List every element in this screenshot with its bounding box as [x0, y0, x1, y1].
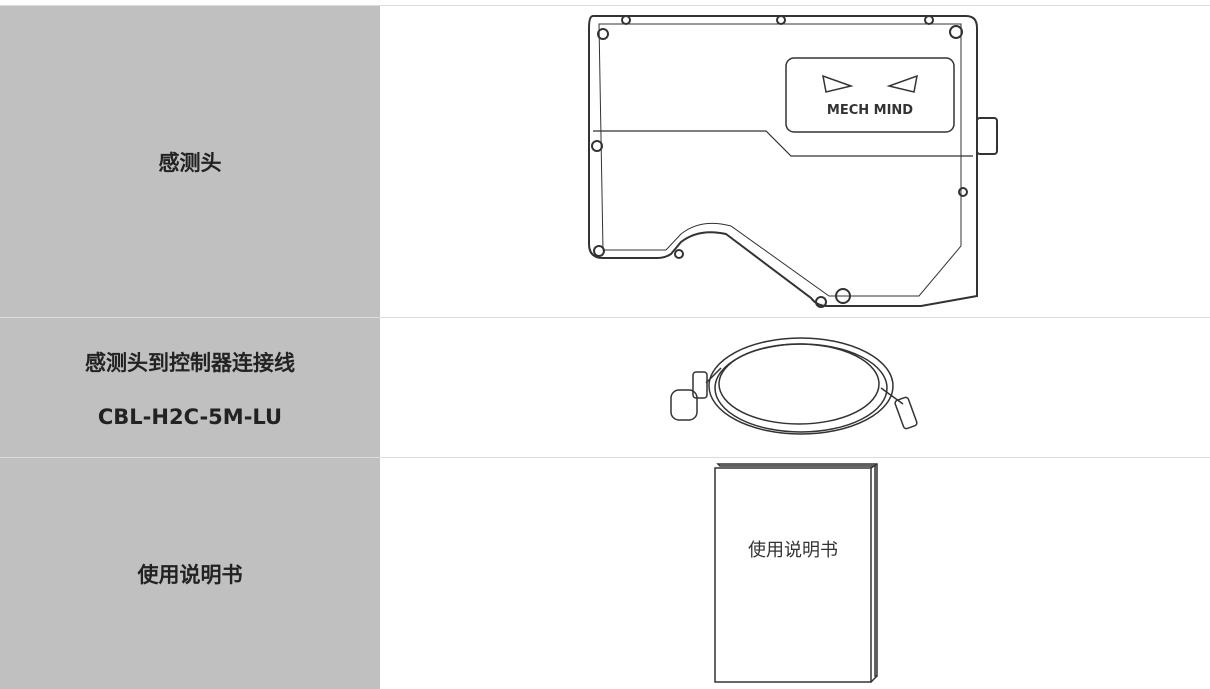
label-cell: 使用说明书 — [0, 458, 380, 689]
label: 感测头 — [158, 150, 222, 175]
label-cell: 感测头 — [0, 6, 380, 317]
logo-text: MECH MIND — [827, 103, 913, 118]
row: 使用说明书 使用说明书 — [0, 458, 1210, 689]
label: 感测头到控制器连接线 — [85, 350, 295, 375]
row: 感测头 MECH MIND — [0, 5, 1210, 318]
label: 使用说明书 — [137, 562, 243, 587]
cable-drawing — [670, 337, 918, 435]
image-cell: 使用说明书 — [381, 458, 1210, 689]
cover-text: 使用说明书 — [748, 540, 838, 561]
label: CBL-H2C-5M-LU — [97, 404, 283, 429]
sensor-drawing: MECH MIND — [588, 15, 998, 308]
label-cell: 感测头到控制器连接线 CBL-H2C-5M-LU — [0, 318, 380, 457]
row: 感测头到控制器连接线 CBL-H2C-5M-LU — [0, 318, 1210, 458]
image-cell — [381, 318, 1210, 457]
image-cell: MECH MIND — [381, 6, 1210, 317]
manual-drawing: 使用说明书 — [714, 463, 878, 683]
